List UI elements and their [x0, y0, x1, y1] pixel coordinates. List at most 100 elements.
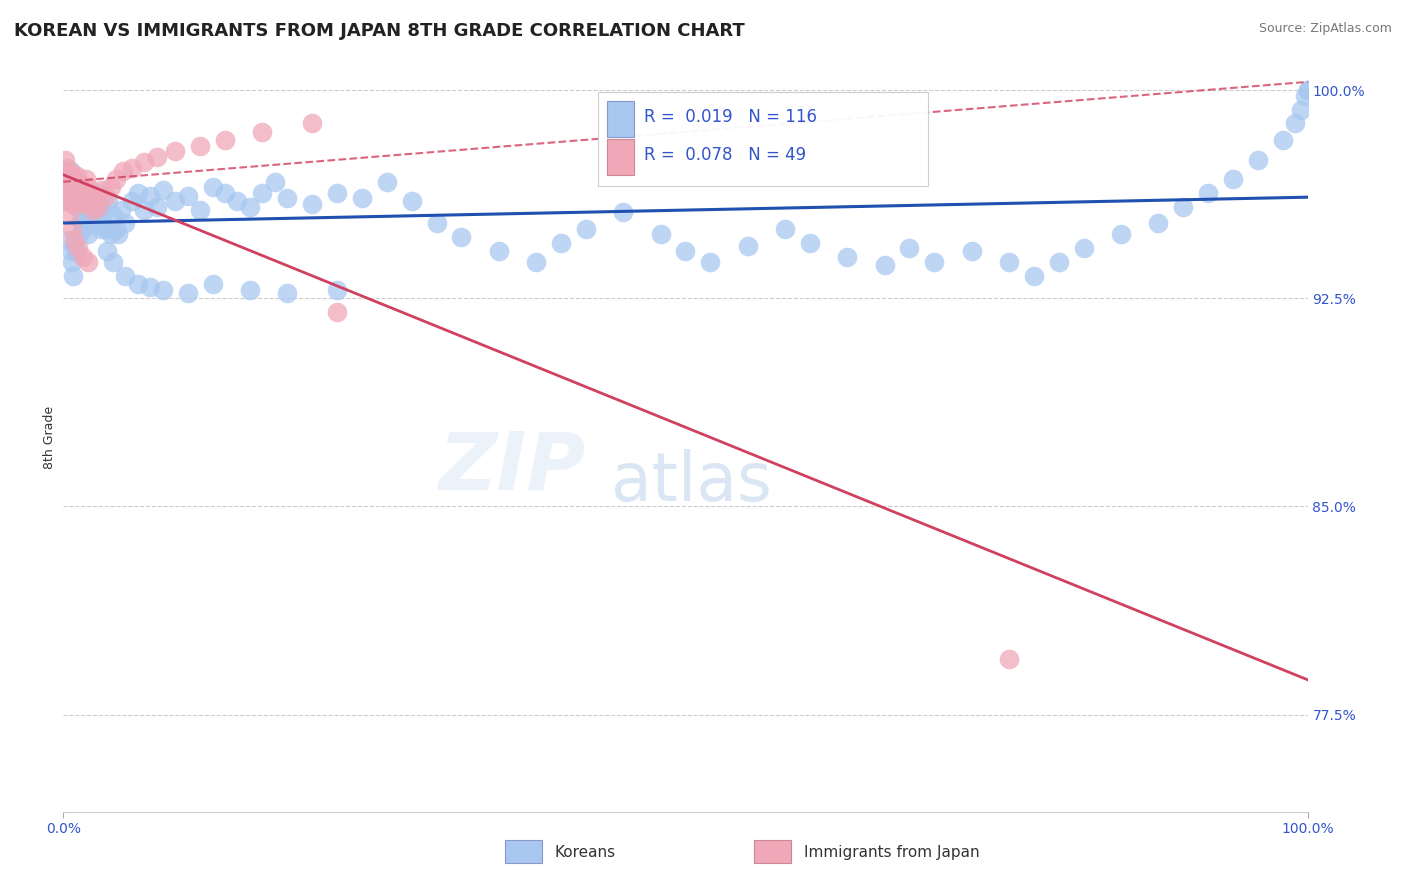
Point [73, 208, 96, 222]
Point [58, 188, 80, 202]
Point [263, 175, 285, 189]
Point [60, 194, 83, 209]
Point [66, 169, 89, 184]
Text: KOREAN VS IMMIGRANTS FROM JAPAN 8TH GRADE CORRELATION CHART: KOREAN VS IMMIGRANTS FROM JAPAN 8TH GRAD… [14, 22, 745, 40]
Point [79, 191, 101, 205]
Point [82, 202, 104, 217]
Point [675, 244, 697, 259]
Point [1284, 116, 1306, 130]
Point [72, 222, 94, 236]
Point [62, 172, 84, 186]
Point [70, 188, 93, 202]
Point [72, 197, 94, 211]
Point [301, 197, 323, 211]
Point [56, 186, 79, 200]
Point [100, 227, 122, 242]
Point [1291, 103, 1313, 117]
Point [177, 285, 200, 300]
Point [575, 222, 598, 236]
Point [67, 241, 90, 255]
Point [63, 233, 86, 247]
Point [56, 175, 79, 189]
Point [67, 183, 90, 197]
Point [84, 208, 107, 222]
Point [58, 175, 80, 189]
Point [799, 235, 821, 250]
Point [70, 202, 93, 217]
Point [67, 230, 90, 244]
Point [121, 194, 143, 209]
Point [84, 188, 107, 202]
Y-axis label: 8th Grade: 8th Grade [44, 406, 56, 468]
Point [737, 238, 759, 252]
FancyBboxPatch shape [607, 102, 634, 137]
Point [77, 180, 100, 194]
Point [426, 216, 449, 230]
Point [75, 205, 97, 219]
Point [650, 227, 672, 242]
Point [69, 194, 91, 209]
Point [1296, 83, 1319, 97]
Point [188, 138, 211, 153]
Point [58, 233, 80, 247]
FancyBboxPatch shape [505, 840, 543, 863]
Point [59, 166, 82, 180]
Point [226, 194, 249, 209]
Point [56, 161, 79, 175]
Point [375, 175, 398, 189]
Point [165, 145, 187, 159]
Point [58, 180, 80, 194]
Point [100, 180, 122, 194]
Point [58, 208, 80, 222]
Point [1173, 200, 1195, 214]
Point [77, 197, 100, 211]
Point [69, 194, 91, 209]
Point [67, 180, 90, 194]
Point [1073, 241, 1095, 255]
Point [152, 283, 174, 297]
Point [550, 235, 572, 250]
Point [139, 280, 162, 294]
Point [1294, 88, 1316, 103]
Point [83, 208, 105, 222]
Point [898, 241, 921, 255]
Point [69, 213, 91, 227]
Point [873, 258, 896, 272]
Point [114, 269, 136, 284]
Point [201, 180, 224, 194]
Point [58, 169, 80, 184]
Point [58, 166, 80, 180]
Point [326, 305, 349, 319]
Point [94, 188, 117, 202]
Point [998, 255, 1021, 269]
Text: Immigrants from Japan: Immigrants from Japan [804, 846, 979, 861]
Point [77, 227, 100, 242]
Point [214, 186, 236, 200]
Point [65, 191, 87, 205]
Point [66, 200, 89, 214]
Point [252, 125, 274, 139]
Point [60, 188, 83, 202]
Point [276, 191, 298, 205]
Point [56, 186, 79, 200]
Point [276, 285, 298, 300]
Point [1271, 133, 1294, 147]
Text: R =  0.078   N = 49: R = 0.078 N = 49 [644, 145, 807, 163]
Point [72, 216, 94, 230]
Point [101, 255, 124, 269]
Point [97, 194, 120, 209]
Point [55, 166, 77, 180]
Point [58, 194, 80, 209]
Point [252, 186, 274, 200]
Point [62, 269, 84, 284]
Point [121, 161, 143, 175]
Point [63, 238, 86, 252]
Point [72, 250, 94, 264]
Point [165, 194, 187, 209]
Point [65, 244, 87, 259]
Point [77, 255, 100, 269]
Point [1022, 269, 1045, 284]
Point [82, 191, 104, 205]
Point [773, 222, 796, 236]
Point [56, 172, 79, 186]
